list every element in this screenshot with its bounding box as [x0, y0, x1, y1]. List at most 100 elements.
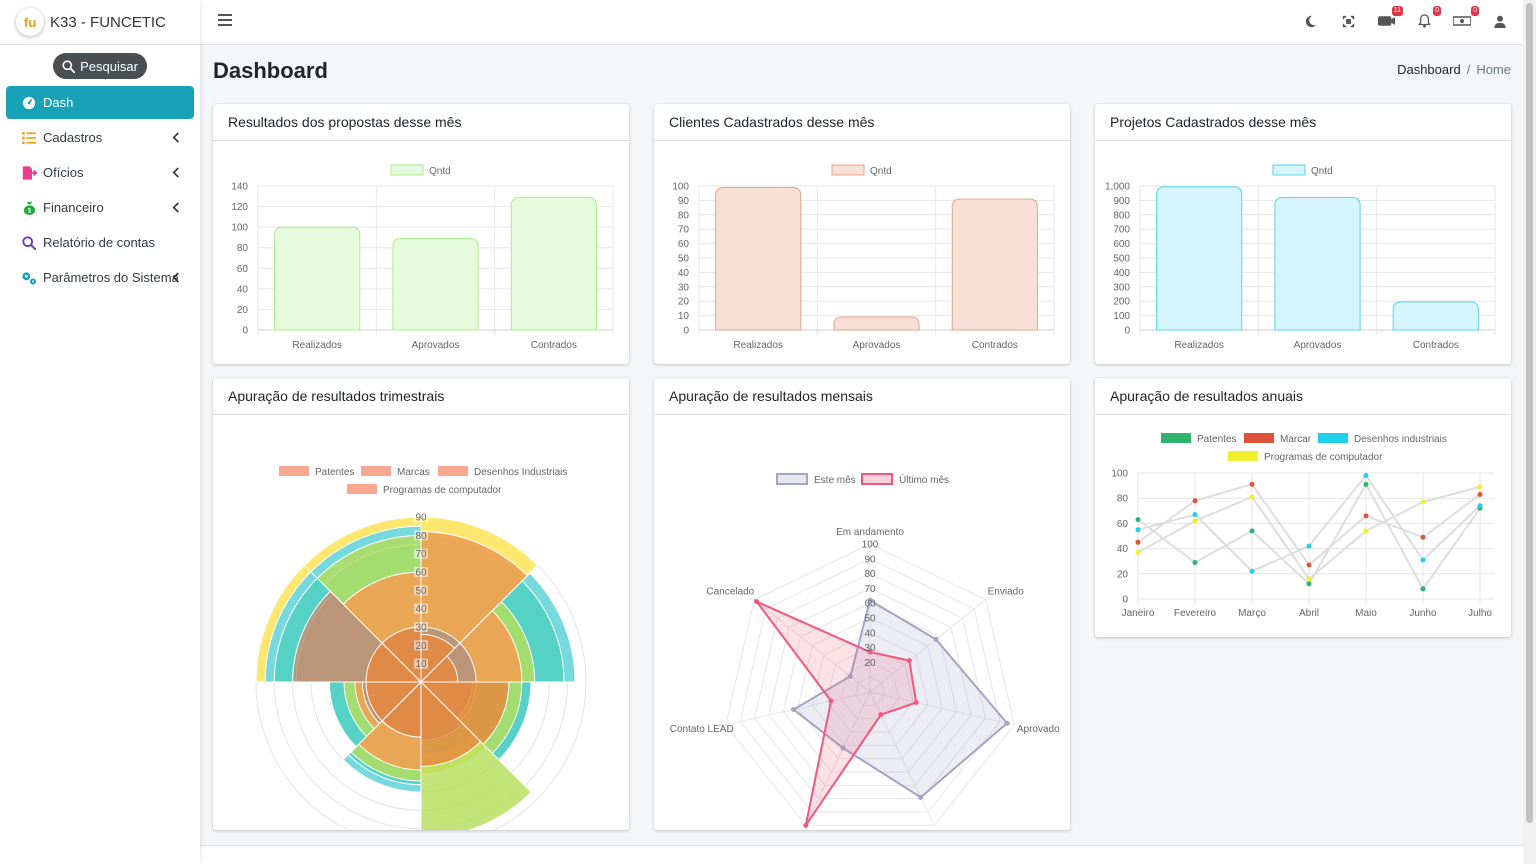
- radial-tick-label: 80: [864, 569, 876, 580]
- data-point: [1135, 549, 1141, 555]
- data-point: [1420, 586, 1426, 592]
- x-tick-label: Aprovados: [853, 340, 901, 351]
- y-tick-label: 120: [231, 202, 248, 213]
- tick-backdrop: [414, 512, 428, 522]
- radial-tick-label: 40: [415, 604, 427, 615]
- data-point: [1192, 512, 1198, 518]
- legend-label: Programas de computador: [1264, 452, 1383, 463]
- data-point: [1249, 568, 1255, 574]
- tick-backdrop: [414, 640, 428, 651]
- chevron-left-icon: [172, 200, 180, 216]
- card-anuais: Apuração de resultados anuais Patentes Ma…: [1095, 378, 1511, 637]
- footer: [200, 845, 1523, 864]
- legend-swatch: [1244, 433, 1274, 443]
- legend-swatch: [279, 466, 309, 476]
- dashboard-icon: [21, 95, 37, 111]
- radial-tick-label: 90: [415, 513, 427, 524]
- bar: [951, 198, 1038, 331]
- messages-icon[interactable]: 11: [1377, 6, 1403, 30]
- search-button[interactable]: Pesquisar: [53, 53, 147, 79]
- x-tick-label: Abril: [1299, 608, 1319, 619]
- y-tick-label: 1,000: [1105, 182, 1130, 193]
- legend-label: Desenhos industriais: [1354, 434, 1447, 445]
- notifications-badge: 0: [1433, 6, 1441, 16]
- x-tick-label: Janeiro: [1122, 608, 1155, 619]
- search-icon: [21, 235, 37, 251]
- legend-swatch: [1228, 451, 1258, 461]
- data-point: [1477, 484, 1483, 490]
- breadcrumb-current[interactable]: Dashboard: [1397, 62, 1461, 77]
- legend-swatch: [438, 466, 468, 476]
- radar-gridline: [754, 573, 986, 800]
- sidebar-item-relatorio-de-contas[interactable]: Relatório de contas: [6, 226, 194, 259]
- tick-backdrop: [414, 603, 428, 614]
- tasks-icon[interactable]: 0: [1453, 6, 1479, 30]
- sidebar-item-label: Financeiro: [43, 200, 104, 215]
- radar-point: [867, 597, 873, 603]
- menu-toggle-icon[interactable]: [218, 13, 232, 31]
- chevron-left-icon: [172, 130, 180, 146]
- topbar: 11 0 0: [200, 0, 1523, 45]
- data-point: [1420, 534, 1426, 540]
- svg-text:$: $: [27, 207, 31, 214]
- radar-gridline: [725, 543, 1015, 826]
- legend-label: Último mês: [899, 473, 949, 486]
- sidebar-item-parametros-do-sistema[interactable]: Parâmetros do Sistema: [6, 261, 194, 294]
- brand[interactable]: fu K33 - FUNCETIC: [0, 0, 200, 45]
- data-point: [1192, 498, 1198, 504]
- radar-point: [913, 700, 919, 706]
- radar-point-label: Enviado: [988, 587, 1025, 598]
- scrollbar-thumb[interactable]: [1526, 3, 1533, 823]
- radial-tick-label: 20: [864, 658, 876, 669]
- legend-swatch: [361, 466, 391, 476]
- sidebar-item-cadastros[interactable]: Cadastros: [6, 121, 194, 154]
- breadcrumb-home[interactable]: Home: [1476, 62, 1511, 77]
- radar-point: [906, 658, 912, 664]
- radar-point: [840, 745, 846, 751]
- sidebar-item-label: Dash: [43, 95, 74, 110]
- x-tick-label: Março: [1238, 608, 1266, 619]
- chart-clientes: Qntd 0 10 20 30 40 50 60 70 80 90 100 Realizados Apro…: [672, 164, 1055, 351]
- bar: [715, 186, 802, 331]
- radar-point-label: Em andamento: [836, 527, 904, 538]
- legend-swatch: [1318, 433, 1348, 443]
- tick-backdrop: [414, 658, 428, 669]
- y-tick-label: 100: [1111, 469, 1128, 480]
- radar-series: [791, 598, 1009, 799]
- radial-tick-label: 60: [864, 599, 876, 610]
- legend-swatch: [1161, 433, 1191, 443]
- data-point: [1135, 517, 1141, 523]
- legend-label: Marcar: [1280, 434, 1312, 445]
- radial-tick-label: 50: [864, 614, 876, 625]
- radar-point-label: Contato LEAD: [670, 724, 734, 735]
- sidebar-item-label: Parâmetros do Sistema: [43, 270, 179, 285]
- chart-mensais: Este mês Último mês Em andamento Enviado Apr…: [670, 473, 1060, 828]
- radar-point: [878, 712, 884, 718]
- user-icon[interactable]: [1491, 12, 1509, 30]
- bar: [1274, 197, 1361, 331]
- y-tick-label: 0: [683, 326, 689, 337]
- notifications-bell-icon[interactable]: 0: [1415, 6, 1441, 30]
- fullscreen-icon[interactable]: [1339, 12, 1357, 30]
- data-point: [1306, 562, 1312, 568]
- dark-mode-icon[interactable]: [1301, 12, 1319, 30]
- list-icon: [21, 130, 37, 146]
- sidebar-item-financeiro[interactable]: $ Financeiro: [6, 191, 194, 224]
- sidebar-item-oficios[interactable]: Ofícios: [6, 156, 194, 189]
- y-tick-label: 70: [678, 225, 690, 236]
- radar-spoke: [869, 691, 1015, 726]
- legend-swatch: [1272, 164, 1306, 176]
- radial-tick-label: 10: [415, 659, 427, 670]
- radial-tick-label: 40: [864, 628, 876, 639]
- sidebar-item-dash[interactable]: Dash: [6, 86, 194, 119]
- page-scrollbar[interactable]: [1523, 0, 1536, 864]
- data-point: [1306, 543, 1312, 549]
- radar-gridline: [797, 617, 943, 760]
- y-tick-label: 30: [678, 282, 690, 293]
- data-point: [1135, 539, 1141, 545]
- x-tick-label: Contrados: [531, 340, 577, 351]
- y-tick-label: 40: [678, 268, 690, 279]
- radar-point-label: Cancelado: [706, 587, 754, 598]
- x-tick-label: Realizados: [733, 340, 782, 351]
- legend-label: Qntd: [429, 166, 451, 177]
